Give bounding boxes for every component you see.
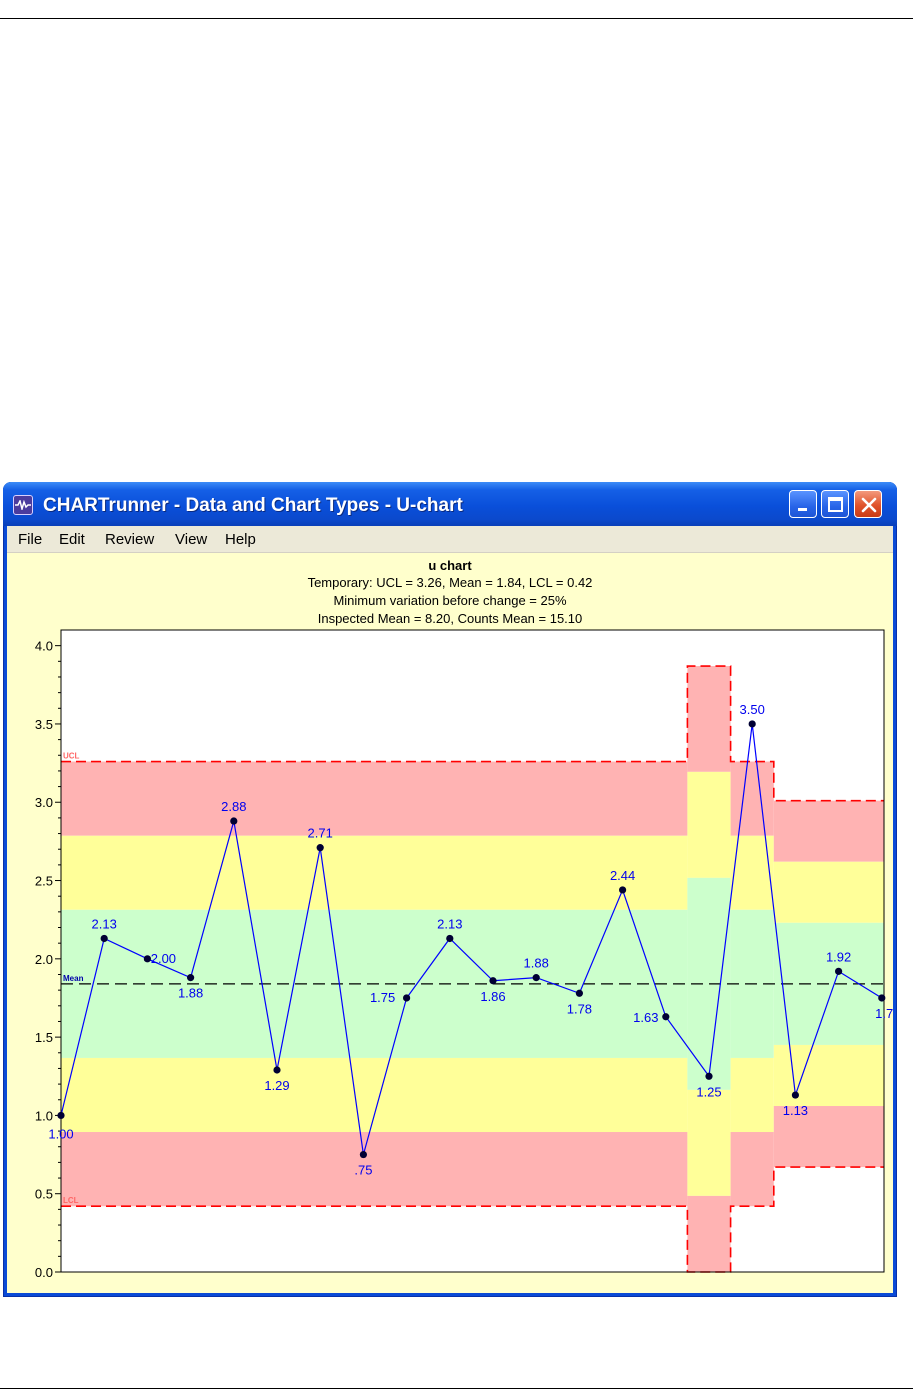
minimize-button[interactable] xyxy=(789,490,817,518)
data-point xyxy=(403,994,411,1002)
menu-file[interactable]: File xyxy=(18,531,43,548)
menu-help[interactable]: Help xyxy=(225,531,256,548)
y-tick-label: 3.0 xyxy=(35,795,53,810)
zone-a-lower-seg3 xyxy=(773,1106,884,1168)
u-chart-plot: UCL LCL Mean 0.0 0.5 1.0 1.5 2.0 2.5 3.0 3.5 4.0 1.0… xyxy=(35,629,893,1280)
data-point xyxy=(230,817,238,825)
chart-area: u chart Temporary: UCL = 3.26, Mean = 1.… xyxy=(7,553,893,1293)
zone-a-upper-seg3 xyxy=(773,800,884,862)
data-label: 1.78 xyxy=(567,1001,592,1016)
data-point xyxy=(100,934,108,943)
chart-subtitle-limits: Temporary: UCL = 3.26, Mean = 1.84, LCL … xyxy=(307,575,593,590)
zone-b-lower-seg1 xyxy=(687,1089,731,1196)
zone-b-lower-seg0 xyxy=(61,1057,688,1133)
data-point xyxy=(489,977,497,985)
data-label: 1.88 xyxy=(524,956,549,971)
y-tick-label: 2.5 xyxy=(35,874,53,889)
zone-b-upper-seg0 xyxy=(61,835,688,910)
data-point xyxy=(187,974,195,982)
data-label: .75 xyxy=(354,1163,372,1178)
data-label: 1.29 xyxy=(264,1078,289,1093)
menu-review[interactable]: Review xyxy=(105,531,155,548)
maximize-icon xyxy=(828,497,843,512)
data-point xyxy=(359,1150,367,1159)
zone-a-upper-seg2 xyxy=(730,761,774,836)
page-top-rule xyxy=(0,18,913,19)
y-tick-label: 0.0 xyxy=(35,1265,53,1280)
data-point xyxy=(446,934,454,943)
u-series-line xyxy=(60,723,883,1155)
data-point xyxy=(57,1111,65,1120)
minimize-icon xyxy=(798,508,807,511)
y-tick-label: 4.0 xyxy=(35,639,53,654)
menu-edit[interactable]: Edit xyxy=(59,531,85,548)
data-label: 2.00 xyxy=(151,951,176,966)
data-label: 1.75 xyxy=(370,990,395,1005)
data-point xyxy=(835,967,843,975)
window-title: CHARTrunner - Data and Chart Types - U-c… xyxy=(43,495,463,516)
chart-subtitle-variation: Minimum variation before change = 25% xyxy=(333,593,567,608)
chart-title: u chart xyxy=(428,558,472,573)
data-label: 1.75 xyxy=(875,1006,893,1021)
data-label: 1.00 xyxy=(48,1126,73,1141)
mean-label: Mean xyxy=(63,974,84,983)
y-tick-label: 1.5 xyxy=(35,1030,53,1045)
data-label: 1.88 xyxy=(178,986,203,1001)
zone-b-upper-seg3 xyxy=(773,861,884,923)
data-point xyxy=(143,955,151,963)
y-tick-label: 2.0 xyxy=(35,952,53,967)
data-point xyxy=(878,994,886,1002)
title-bar[interactable]: CHARTrunner - Data and Chart Types - U-c… xyxy=(3,482,897,526)
data-point xyxy=(273,1066,281,1074)
data-label: 1.92 xyxy=(826,949,851,964)
data-point xyxy=(619,886,627,894)
data-point xyxy=(575,989,584,997)
close-icon xyxy=(861,497,877,513)
data-point xyxy=(662,1013,670,1021)
y-tick-label: 1.0 xyxy=(35,1108,53,1123)
data-label: 2.88 xyxy=(221,799,246,814)
zone-a-upper-seg0 xyxy=(61,761,688,836)
ucl-line xyxy=(61,665,884,802)
data-label: 1.25 xyxy=(696,1084,721,1099)
data-point xyxy=(791,1091,800,1099)
zone-a-lower-seg1 xyxy=(687,1195,731,1272)
zone-a-lower-seg2 xyxy=(730,1132,774,1207)
zone-b-upper-seg1 xyxy=(687,771,731,878)
plot-frame xyxy=(60,629,885,1273)
ucl-label: UCL xyxy=(63,752,80,761)
data-point xyxy=(532,974,540,982)
y-tick-label: 3.5 xyxy=(35,717,53,732)
maximize-button[interactable] xyxy=(821,490,849,518)
page-bottom-rule xyxy=(0,1388,913,1389)
app-window: CHARTrunner - Data and Chart Types - U-c… xyxy=(3,482,897,1297)
data-point xyxy=(316,844,324,852)
data-label: 1.63 xyxy=(633,1010,658,1025)
data-label: 2.71 xyxy=(308,826,333,841)
data-label: 2.13 xyxy=(92,916,117,931)
zone-a-upper-seg1 xyxy=(687,666,731,772)
data-label: 1.86 xyxy=(480,989,505,1004)
menu-view[interactable]: View xyxy=(175,531,208,548)
lcl-line xyxy=(61,1166,884,1273)
chart-wave-icon[interactable] xyxy=(13,495,33,515)
close-button[interactable] xyxy=(854,490,882,518)
data-point xyxy=(705,1072,713,1080)
y-tick-label: 0.5 xyxy=(35,1187,53,1202)
data-point xyxy=(748,720,756,728)
data-label: 3.50 xyxy=(740,702,765,717)
data-label: 2.44 xyxy=(610,868,635,883)
lcl-label: LCL xyxy=(63,1196,79,1205)
data-label: 1.13 xyxy=(783,1103,808,1118)
menu-bar: File Edit Review View Help xyxy=(7,526,893,553)
zone-a-lower-seg0 xyxy=(61,1132,688,1207)
chart-subtitle-means: Inspected Mean = 8.20, Counts Mean = 15.… xyxy=(317,611,583,626)
data-label: 2.13 xyxy=(437,916,462,931)
zone-b-lower-seg2 xyxy=(730,1057,774,1133)
